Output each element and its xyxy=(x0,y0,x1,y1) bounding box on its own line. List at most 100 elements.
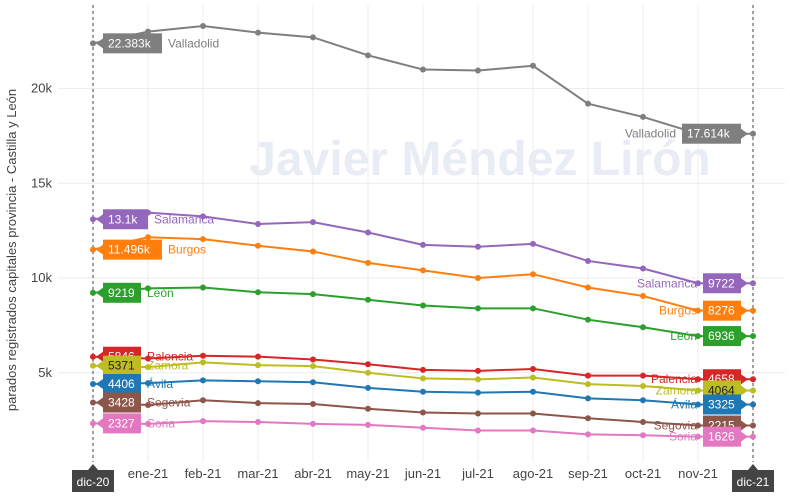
point-palencia xyxy=(640,372,646,379)
start-name-valladolid: Valladolid xyxy=(168,36,219,50)
end-value-soria: 1626 xyxy=(708,430,735,444)
end-date-label: dic-20 xyxy=(77,475,110,489)
start-badge-pointer-valladolid xyxy=(96,38,103,49)
point-burgos xyxy=(640,293,646,300)
point-burgos xyxy=(475,275,481,281)
start-badge-soria xyxy=(103,413,141,434)
start-value-salamanca: 13.1k xyxy=(108,212,138,226)
start-badge-valladolid xyxy=(103,33,162,54)
point-segovia xyxy=(475,410,481,417)
point-leon xyxy=(310,291,316,298)
start-name-burgos: Burgos xyxy=(168,243,206,257)
point-avila xyxy=(90,381,96,388)
point-soria xyxy=(365,421,371,428)
point-leon xyxy=(200,284,206,291)
end-value-burgos: 8276 xyxy=(708,304,735,318)
point-burgos xyxy=(200,236,206,243)
start-name-soria: Soria xyxy=(147,416,175,430)
end-badge-pointer-soria xyxy=(741,431,748,442)
point-leon xyxy=(585,316,591,323)
point-zamora xyxy=(640,383,646,390)
point-avila xyxy=(695,401,701,408)
end-name-zamora: Zamora xyxy=(656,383,698,397)
start-badge-pointer-zamora xyxy=(96,360,103,371)
point-burgos xyxy=(255,242,261,249)
start-badge-zamora xyxy=(103,355,141,376)
point-salamanca xyxy=(420,241,426,248)
point-salamanca xyxy=(310,219,316,226)
end-date-box xyxy=(732,470,774,492)
start-name-leon: León xyxy=(147,286,174,300)
point-soria xyxy=(90,420,96,427)
point-zamora xyxy=(475,376,481,383)
point-zamora xyxy=(310,363,316,370)
point-salamanca xyxy=(90,216,96,223)
point-segovia xyxy=(90,399,96,406)
point-valladolid xyxy=(90,40,96,47)
start-name-segovia: Segovia xyxy=(147,396,191,410)
point-avila xyxy=(585,395,591,402)
series-lines xyxy=(90,22,756,440)
x-axis-ticks: ene-21 feb-21 mar-21 abr-21 may-21 jun-21 jul-… xyxy=(72,464,774,492)
end-date-pointer xyxy=(88,464,98,470)
point-leon xyxy=(530,305,536,312)
point-salamanca xyxy=(750,280,756,287)
point-salamanca xyxy=(200,213,206,220)
point-salamanca xyxy=(365,229,371,236)
point-zamora xyxy=(90,362,96,369)
point-salamanca xyxy=(640,265,646,272)
end-badge-pointer-palencia xyxy=(741,374,748,385)
x-tick-label: jun-21 xyxy=(404,466,441,481)
start-badge-avila xyxy=(103,374,141,395)
start-value-soria: 2327 xyxy=(108,416,135,430)
point-zamora xyxy=(695,387,701,394)
point-leon xyxy=(695,333,701,340)
start-name-palencia: Palencia xyxy=(147,350,193,364)
y-tick-label: 15k xyxy=(31,175,52,190)
point-palencia xyxy=(365,361,371,368)
x-tick-label: mar-21 xyxy=(237,466,278,481)
point-avila xyxy=(365,384,371,391)
point-salamanca xyxy=(255,220,261,227)
x-tick-label: jul-21 xyxy=(461,466,494,481)
end-name-burgos: Burgos xyxy=(659,304,697,318)
start-badge-pointer-avila xyxy=(96,379,103,390)
end-name-palencia: Palencia xyxy=(651,372,697,386)
point-burgos xyxy=(530,271,536,278)
point-segovia xyxy=(365,405,371,412)
point-avila xyxy=(310,379,316,386)
end-badge-pointer-valladolid xyxy=(741,128,748,139)
point-valladolid xyxy=(640,113,646,120)
end-badge-pointer-avila xyxy=(741,399,748,410)
point-burgos xyxy=(145,234,151,241)
point-soria xyxy=(530,427,536,434)
start-name-salamanca: Salamanca xyxy=(154,212,214,226)
end-badge-pointer-burgos xyxy=(741,305,748,316)
point-avila xyxy=(530,388,536,395)
start-badge-pointer-segovia xyxy=(96,397,103,408)
point-salamanca xyxy=(695,280,701,287)
end-value-avila: 3325 xyxy=(708,397,735,411)
point-palencia xyxy=(145,355,151,362)
point-soria xyxy=(420,424,426,431)
y-axis-ticks: 5k 10k 15k 20k xyxy=(31,81,52,380)
start-badge-leon xyxy=(103,282,141,303)
x-tick-label: ago-21 xyxy=(513,466,553,481)
point-valladolid xyxy=(310,34,316,41)
y-tick-label: 10k xyxy=(31,270,52,285)
start-value-zamora: 5371 xyxy=(108,359,135,373)
point-burgos xyxy=(750,307,756,314)
series-labels: 22.383k Valladolid 17.614k Valladolid 13.1k S… xyxy=(96,33,748,447)
point-soria xyxy=(585,431,591,438)
point-burgos xyxy=(310,248,316,255)
point-avila xyxy=(750,401,756,408)
point-segovia xyxy=(255,400,261,407)
point-leon xyxy=(255,289,261,296)
point-palencia xyxy=(475,367,481,374)
point-palencia xyxy=(90,353,96,360)
point-leon xyxy=(640,324,646,331)
start-value-leon: 9219 xyxy=(108,286,135,300)
start-badge-pointer-salamanca xyxy=(96,214,103,225)
x-tick-label: nov-21 xyxy=(678,466,718,481)
